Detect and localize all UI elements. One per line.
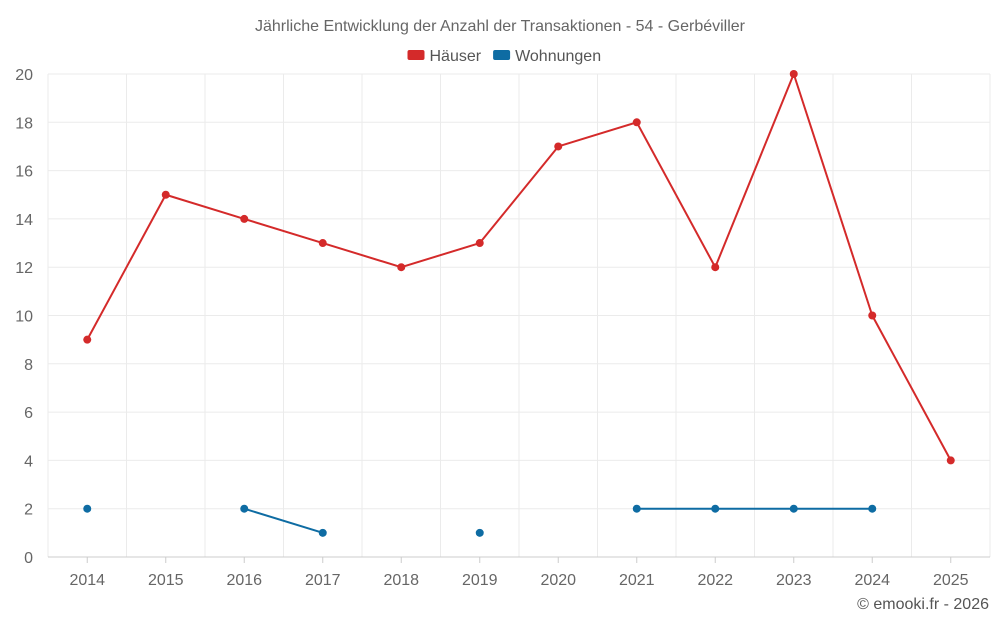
data-point[interactable] [868,504,877,513]
legend-swatch [407,50,425,60]
y-tick-label: 16 [15,164,33,181]
data-point[interactable] [475,239,484,248]
series-line-segment [243,507,324,534]
series-group [83,70,955,537]
data-point[interactable] [475,528,484,537]
y-tick-label: 14 [15,212,33,229]
series-line-segment [322,242,402,269]
series-line-segment [635,121,717,268]
data-point[interactable] [161,190,170,199]
legend: Häuser Wohnungen [407,48,601,65]
data-point[interactable] [632,118,641,127]
data-point[interactable] [632,504,641,513]
data-point[interactable] [240,504,249,513]
x-tick-label: 2015 [148,572,184,589]
y-tick-label: 4 [24,453,33,470]
series-häuser [83,70,955,465]
x-tick-label: 2022 [697,572,733,589]
y-tick-label: 20 [15,67,33,84]
data-point[interactable] [711,263,720,272]
chart-title: Jährliche Entwicklung der Anzahl der Tra… [255,18,746,35]
series-line-segment [400,242,481,269]
x-tick-label: 2024 [854,572,890,589]
legend-item-häuser[interactable]: Häuser [407,48,482,65]
x-tick-label: 2021 [619,572,655,589]
x-tick-label: 2018 [383,572,419,589]
y-tick-label: 8 [24,357,33,374]
x-tick-label: 2017 [305,572,341,589]
legend-swatch [493,50,511,60]
data-point[interactable] [789,504,798,513]
series-line-segment [714,73,795,268]
series-line-segment [792,73,874,316]
legend-label: Wohnungen [515,48,601,65]
legend-label: Häuser [430,48,482,65]
data-point[interactable] [83,335,92,344]
data-point[interactable] [554,142,563,151]
series-line-segment [165,193,245,220]
axes: 0 2 4 6 8 10 12 14 16 18 20 2014 2015 2016 2017 2018 201… [15,67,990,589]
credit-text: © emooki.fr - 2026 [857,596,989,613]
x-tick-label: 2016 [226,572,262,589]
y-tick-label: 6 [24,405,33,422]
x-tick-label: 2020 [540,572,576,589]
y-tick-label: 18 [15,115,33,132]
y-tick-label: 12 [15,260,33,277]
data-point[interactable] [868,311,877,320]
x-tick-label: 2025 [933,572,969,589]
series-line-segment [86,194,167,341]
data-point[interactable] [397,263,406,272]
series-line-segment [478,145,560,244]
data-point[interactable] [83,504,92,513]
legend-item-wohnungen[interactable]: Wohnungen [493,48,601,65]
series-line-segment [557,121,638,148]
series-wohnungen [83,504,877,537]
data-point[interactable] [240,214,249,223]
x-tick-label: 2014 [69,572,105,589]
data-point[interactable] [946,456,955,465]
series-line-segment [871,315,952,461]
data-point[interactable] [711,504,720,513]
grid-lines [47,73,991,558]
y-tick-label: 10 [15,309,33,326]
data-point[interactable] [789,70,798,78]
x-tick-label: 2019 [462,572,498,589]
data-point[interactable] [318,528,327,537]
data-point[interactable] [318,239,327,248]
y-tick-label: 0 [24,550,33,567]
series-line-segment [243,217,324,245]
x-tick-label: 2023 [776,572,812,589]
y-tick-label: 2 [24,502,33,519]
